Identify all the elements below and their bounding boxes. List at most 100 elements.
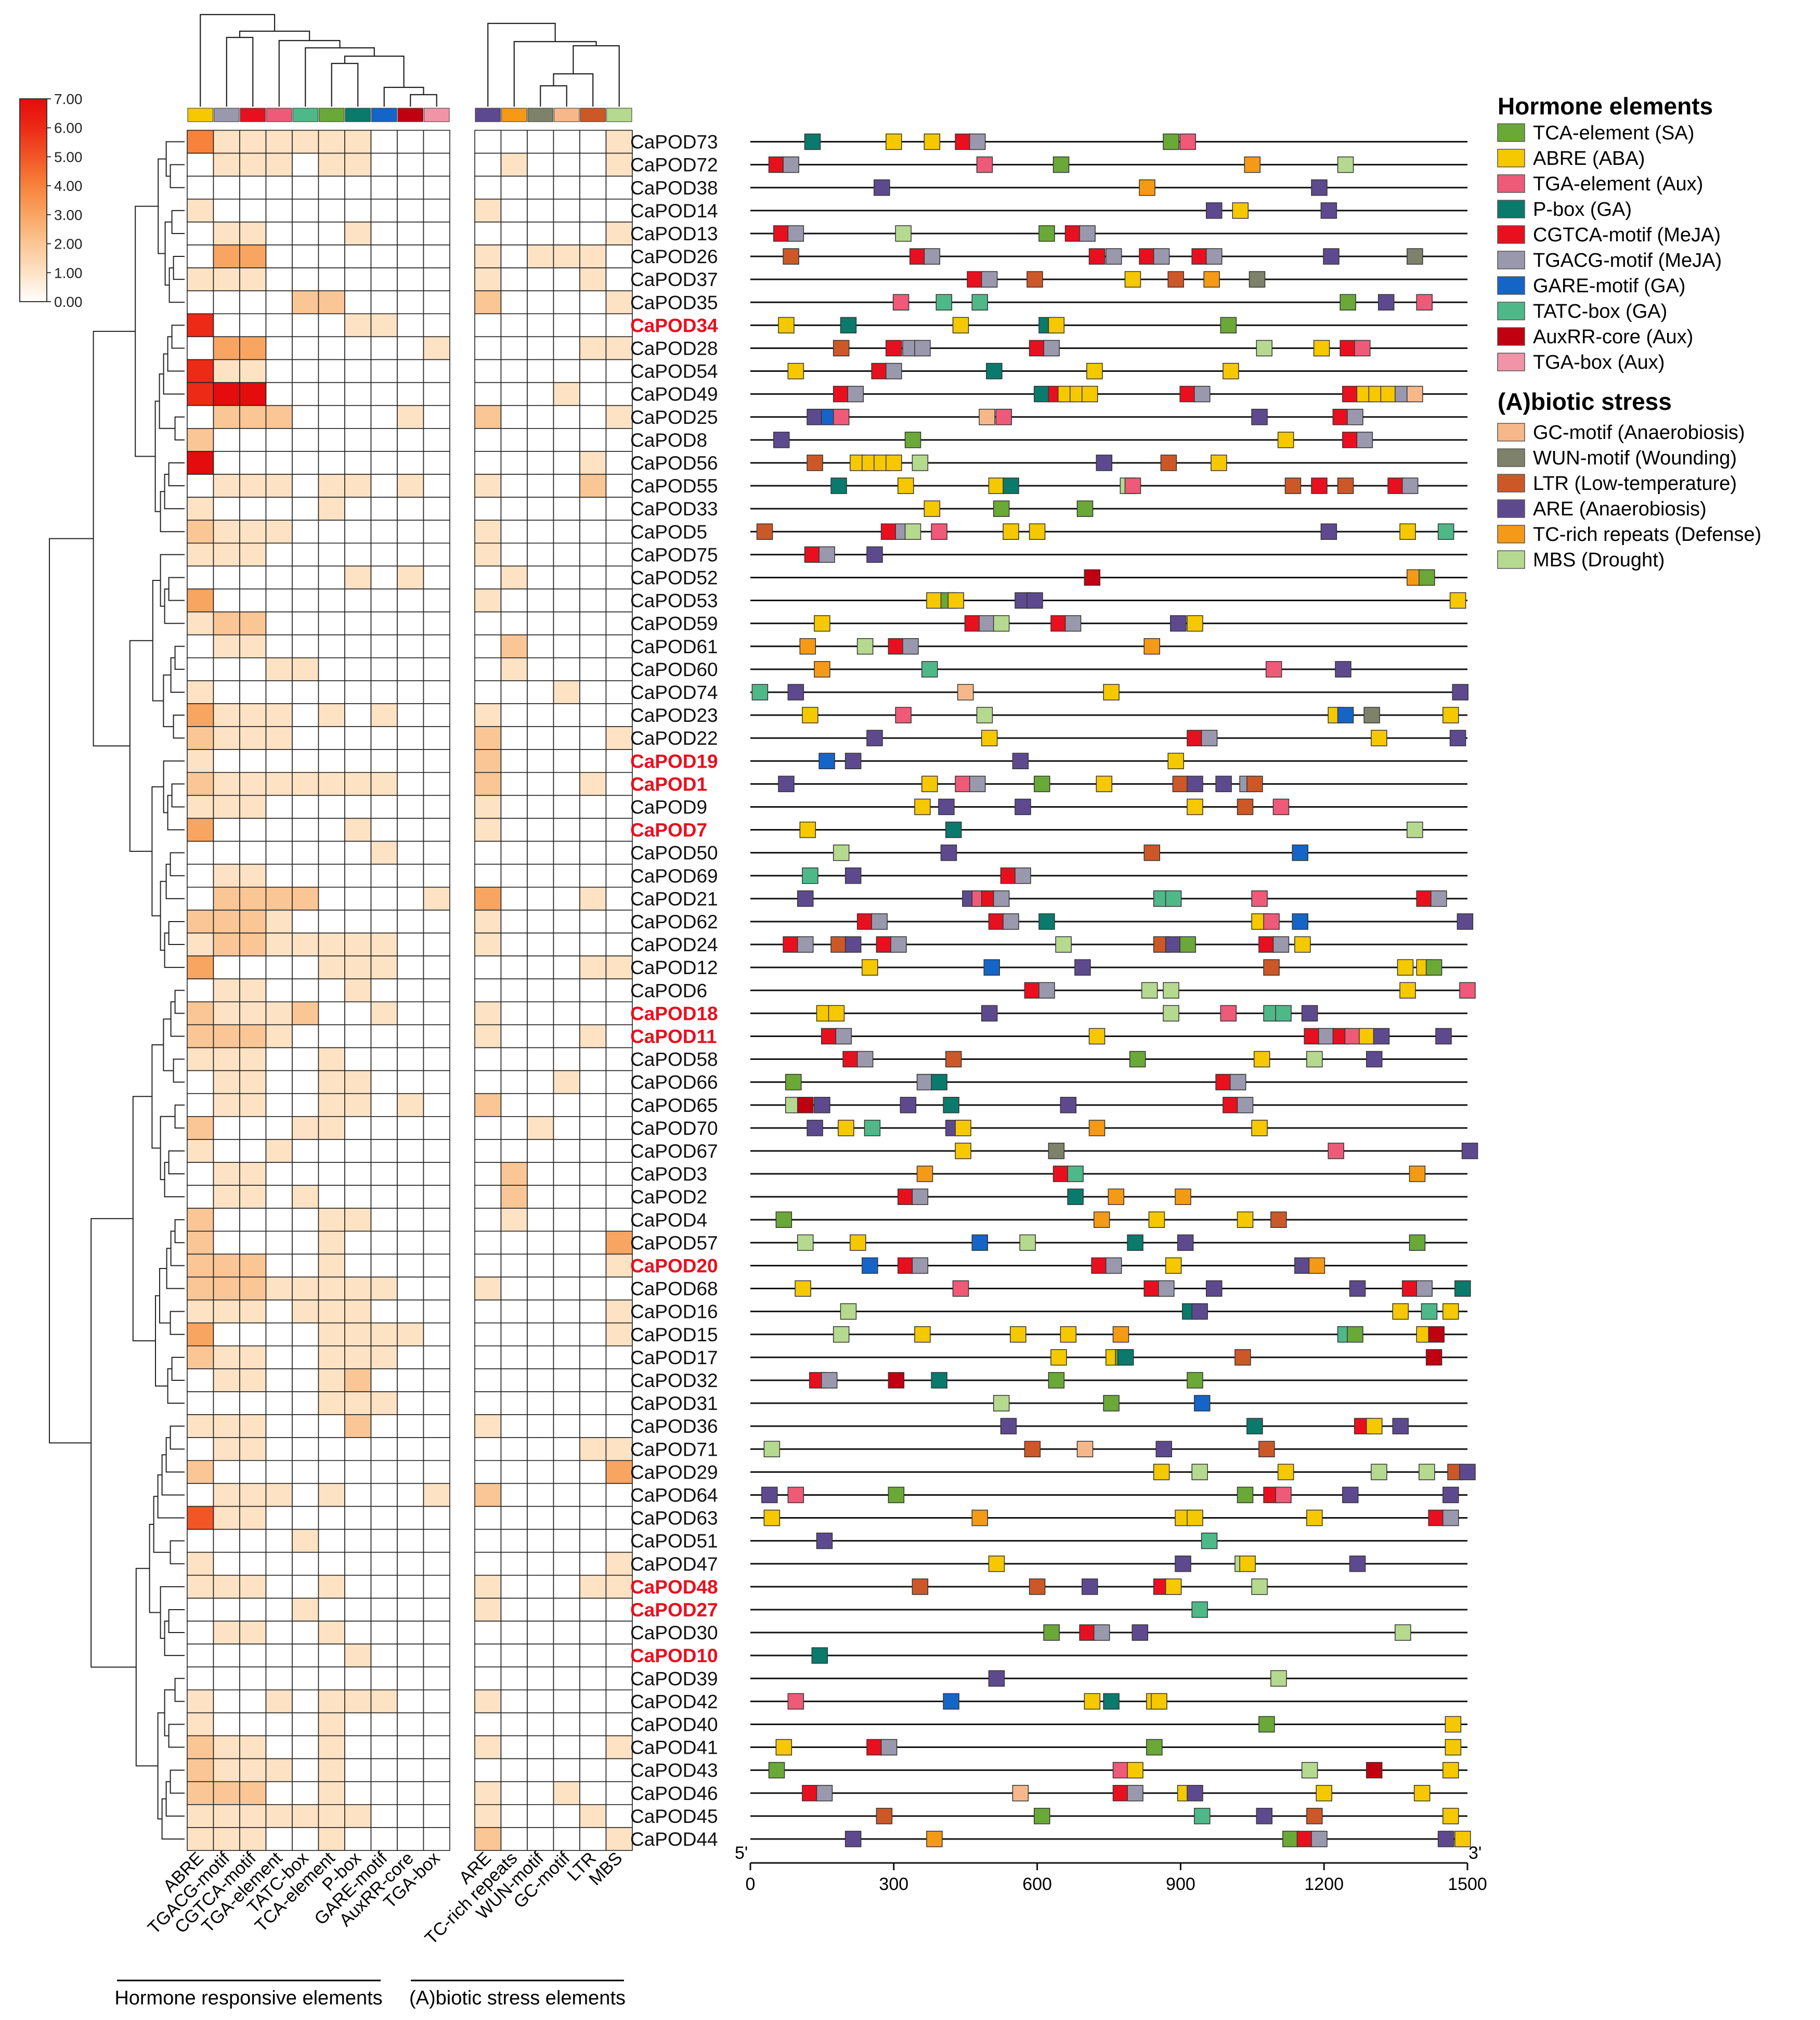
cis-element-marker xyxy=(856,913,874,930)
hormone-cell xyxy=(265,910,293,934)
hormone-cell xyxy=(344,840,372,865)
gene-label: CaPOD74 xyxy=(630,682,718,703)
stress-cell xyxy=(474,451,502,475)
hormone-cell xyxy=(187,1712,214,1737)
gene-label: CaPOD51 xyxy=(630,1531,718,1552)
hormone-cell xyxy=(265,1437,293,1461)
hormone-cell xyxy=(318,840,345,865)
hormone-cell xyxy=(213,1208,240,1232)
stress-cell xyxy=(527,1322,554,1346)
stress-cell xyxy=(474,1506,502,1530)
cis-element-marker xyxy=(947,592,965,609)
cis-element-marker xyxy=(876,1808,893,1824)
hormone-cell xyxy=(292,1093,319,1117)
hormone-cell xyxy=(318,955,345,979)
hormone-cell xyxy=(344,863,372,888)
stress-cell xyxy=(605,382,633,406)
cis-element-marker xyxy=(1337,156,1354,173)
stress-cell xyxy=(553,863,580,888)
stress-cell xyxy=(500,680,528,704)
hormone-cell xyxy=(344,1598,372,1622)
gene-label: CaPOD64 xyxy=(630,1484,718,1506)
stress-cell xyxy=(474,1001,502,1026)
hormone-cell xyxy=(344,1666,372,1691)
hormone-cell xyxy=(239,611,267,636)
cis-element-marker xyxy=(1081,385,1098,403)
stress-cell xyxy=(579,1414,607,1439)
hormone-cell xyxy=(265,1460,293,1484)
hormone-cell xyxy=(344,474,372,498)
hormone-cell xyxy=(265,313,293,338)
cis-element-marker xyxy=(971,1234,989,1251)
gene-label: CaPOD12 xyxy=(630,957,718,978)
hormone-cell xyxy=(187,1437,214,1461)
legend-item-label: GC-motif (Anaerobiosis) xyxy=(1533,422,1745,444)
hormone-cell xyxy=(318,1598,345,1622)
hormone-cell xyxy=(239,1299,267,1324)
row-dendrogram-link xyxy=(165,1781,185,1817)
hormone-cell xyxy=(397,198,424,223)
stress-cell xyxy=(605,244,633,268)
hormone-cell xyxy=(265,1368,293,1392)
cis-element-marker xyxy=(1435,1028,1452,1045)
hormone-cell xyxy=(265,1506,293,1530)
hormone-cell xyxy=(239,1414,267,1439)
cis-element-marker xyxy=(1103,684,1120,701)
stress-cell xyxy=(500,1047,528,1071)
hormone-cell xyxy=(318,542,345,567)
stress-cell xyxy=(474,474,502,498)
row-dendrogram-link xyxy=(151,1044,164,1149)
stress-cell xyxy=(605,1621,633,1645)
hormone-cell xyxy=(423,1437,450,1461)
hormone-cell xyxy=(265,1322,293,1346)
cis-element-marker xyxy=(898,1188,914,1205)
stress-cell xyxy=(553,313,580,338)
stress-cell xyxy=(553,887,580,911)
hormone-cell xyxy=(370,1437,398,1461)
colorbar-tick-label: 0.00 xyxy=(54,294,83,310)
hormone-cell xyxy=(370,1483,398,1507)
axis-tick-label: 600 xyxy=(1022,1874,1052,1894)
stress-cell xyxy=(553,840,580,865)
hormone-cell xyxy=(344,680,372,704)
cis-element-marker xyxy=(1340,294,1356,310)
stress-cell xyxy=(474,818,502,842)
cis-element-marker xyxy=(1258,936,1275,953)
hormone-cell xyxy=(397,910,424,934)
hormone-cell xyxy=(239,474,267,498)
cis-element-marker xyxy=(1421,1303,1438,1320)
hormone-cell xyxy=(397,267,424,291)
column-dendrogram-link xyxy=(331,62,359,107)
stress-cell xyxy=(605,1804,633,1828)
hormone-cell xyxy=(187,933,214,956)
stress-cell xyxy=(527,542,554,567)
hormone-cell xyxy=(187,1575,214,1599)
cis-element-marker xyxy=(952,1280,969,1297)
hormone-cell xyxy=(265,451,293,475)
stress-cell xyxy=(579,657,607,681)
hormone-cell xyxy=(265,1024,293,1048)
cis-element-marker xyxy=(988,1670,1005,1687)
hormone-cell xyxy=(344,726,372,750)
hormone-cell xyxy=(213,1827,240,1851)
hormone-cell xyxy=(239,497,267,521)
stress-cell xyxy=(605,1666,633,1691)
stress-cell xyxy=(527,703,554,727)
hormone-cell xyxy=(292,1506,319,1530)
cis-element-marker xyxy=(909,248,926,265)
hormone-column-color xyxy=(266,108,292,122)
hormone-column-color xyxy=(292,108,318,122)
stress-cell xyxy=(553,428,580,452)
stress-cell xyxy=(500,497,528,521)
gene-label: CaPOD62 xyxy=(630,911,718,933)
stress-cell xyxy=(553,565,580,590)
stress-cell xyxy=(474,863,502,888)
hormone-cell xyxy=(213,1804,240,1828)
cis-element-marker xyxy=(874,179,890,196)
hormone-column-dendrogram xyxy=(200,14,437,107)
cis-element-marker xyxy=(1306,1808,1323,1824)
hormone-cell xyxy=(370,175,398,200)
hormone-cell xyxy=(265,1185,293,1209)
cis-element-marker xyxy=(1143,638,1160,655)
hormone-cell xyxy=(239,1162,267,1186)
